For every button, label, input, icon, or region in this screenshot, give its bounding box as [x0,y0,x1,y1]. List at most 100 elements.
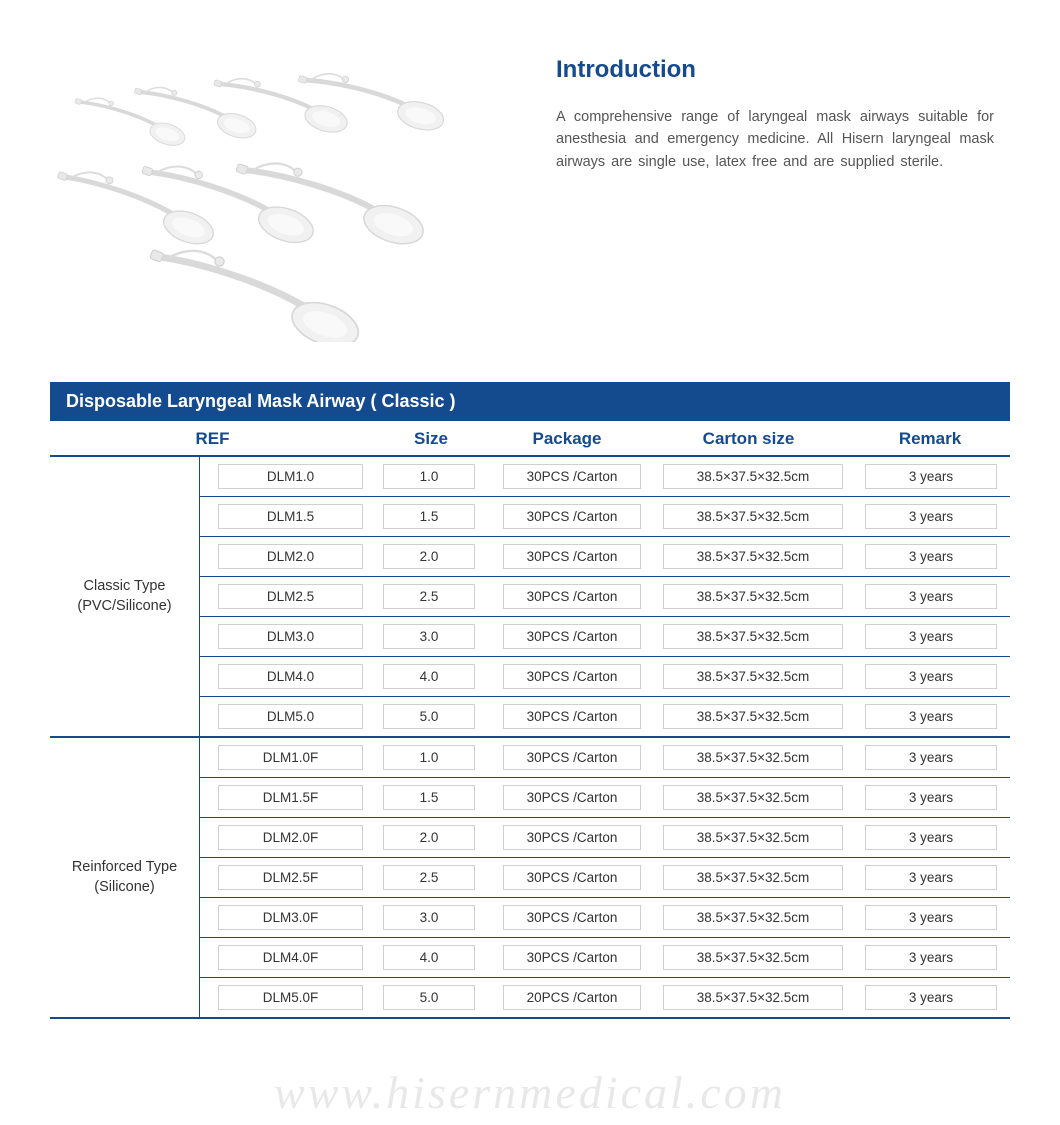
cell-ref: DLM3.0 [218,624,363,649]
cell-carton: 38.5×37.5×32.5cm [663,825,843,850]
cell-remark: 3 years [865,825,997,850]
cell-package: 30PCS /Carton [503,945,641,970]
table-group: Reinforced Type(Silicone) DLM1.0F 1.0 30PCS… [50,738,1010,1019]
cell-package: 30PCS /Carton [503,745,641,770]
table-row: DLM4.0F 4.0 30PCS /Carton 38.5×37.5×32.5cm 3… [200,938,1010,978]
cell-package: 30PCS /Carton [503,865,641,890]
group-rows: DLM1.0F 1.0 30PCS /Carton 38.5×37.5×32.5cm 3… [200,738,1010,1017]
table-row: DLM1.0 1.0 30PCS /Carton 38.5×37.5×32.5cm 3 … [200,457,1010,497]
cell-carton: 38.5×37.5×32.5cm [663,464,843,489]
cell-size: 4.0 [383,945,475,970]
cell-size: 1.5 [383,504,475,529]
cell-carton: 38.5×37.5×32.5cm [663,704,843,729]
table-row: DLM3.0F 3.0 30PCS /Carton 38.5×37.5×32.5cm 3… [200,898,1010,938]
cell-remark: 3 years [865,985,997,1010]
cell-ref: DLM2.0 [218,544,363,569]
cell-package: 30PCS /Carton [503,464,641,489]
cell-size: 2.0 [383,825,475,850]
cell-carton: 38.5×37.5×32.5cm [663,945,843,970]
table-title: Disposable Laryngeal Mask Airway ( Class… [50,382,1010,421]
cell-remark: 3 years [865,504,997,529]
cell-carton: 38.5×37.5×32.5cm [663,985,843,1010]
cell-ref: DLM4.0F [218,945,363,970]
col-remark: Remark [850,429,1010,449]
table-row: DLM2.5 2.5 30PCS /Carton 38.5×37.5×32.5cm 3 … [200,577,1010,617]
table-row: DLM1.0F 1.0 30PCS /Carton 38.5×37.5×32.5cm 3… [200,738,1010,778]
table-row: DLM1.5F 1.5 30PCS /Carton 38.5×37.5×32.5cm 3… [200,778,1010,818]
cell-ref: DLM2.5F [218,865,363,890]
cell-carton: 38.5×37.5×32.5cm [663,865,843,890]
cell-package: 30PCS /Carton [503,504,641,529]
cell-carton: 38.5×37.5×32.5cm [663,785,843,810]
cell-ref: DLM1.5 [218,504,363,529]
table-row: DLM1.5 1.5 30PCS /Carton 38.5×37.5×32.5cm 3 … [200,497,1010,537]
cell-ref: DLM2.5 [218,584,363,609]
cell-size: 5.0 [383,985,475,1010]
cell-remark: 3 years [865,865,997,890]
cell-ref: DLM5.0F [218,985,363,1010]
col-ref: REF [50,429,375,449]
cell-ref: DLM1.0 [218,464,363,489]
cell-carton: 38.5×37.5×32.5cm [663,624,843,649]
group-rows: DLM1.0 1.0 30PCS /Carton 38.5×37.5×32.5cm 3 … [200,457,1010,736]
table-row: DLM2.0F 2.0 30PCS /Carton 38.5×37.5×32.5cm 3… [200,818,1010,858]
cell-ref: DLM2.0F [218,825,363,850]
cell-size: 2.5 [383,865,475,890]
cell-size: 3.0 [383,905,475,930]
cell-size: 4.0 [383,664,475,689]
col-carton: Carton size [647,429,850,449]
cell-size: 3.0 [383,624,475,649]
cell-package: 30PCS /Carton [503,584,641,609]
cell-size: 1.0 [383,745,475,770]
col-package: Package [487,429,647,449]
introduction-block: Introduction A comprehensive range of la… [550,52,1000,342]
cell-size: 1.5 [383,785,475,810]
cell-carton: 38.5×37.5×32.5cm [663,664,843,689]
cell-remark: 3 years [865,464,997,489]
table-group: Classic Type(PVC/Silicone) DLM1.0 1.0 30PCS… [50,457,1010,738]
top-section: Introduction A comprehensive range of la… [0,0,1060,382]
cell-carton: 38.5×37.5×32.5cm [663,745,843,770]
cell-remark: 3 years [865,624,997,649]
col-size: Size [375,429,487,449]
cell-package: 30PCS /Carton [503,905,641,930]
table-row: DLM2.5F 2.5 30PCS /Carton 38.5×37.5×32.5cm 3… [200,858,1010,898]
cell-remark: 3 years [865,945,997,970]
cell-carton: 38.5×37.5×32.5cm [663,544,843,569]
cell-ref: DLM5.0 [218,704,363,729]
introduction-heading: Introduction [550,56,1000,84]
cell-carton: 38.5×37.5×32.5cm [663,584,843,609]
cell-ref: DLM3.0F [218,905,363,930]
spec-table: Disposable Laryngeal Mask Airway ( Class… [0,382,1060,1019]
cell-package: 30PCS /Carton [503,544,641,569]
table-row: DLM4.04.030PCS /Carton38.5×37.5×32.5cm3 … [200,657,1010,697]
product-image [40,52,510,342]
cell-package: 20PCS /Carton [503,985,641,1010]
cell-carton: 38.5×37.5×32.5cm [663,504,843,529]
cell-ref: DLM1.0F [218,745,363,770]
cell-size: 2.5 [383,584,475,609]
cell-ref: DLM1.5F [218,785,363,810]
cell-remark: 3 years [865,544,997,569]
cell-ref: DLM4.0 [218,664,363,689]
cell-package: 30PCS /Carton [503,704,641,729]
cell-remark: 3 years [865,664,997,689]
introduction-body: A comprehensive range of laryngeal mask … [550,106,1000,173]
table-row: DLM5.0F 5.0 20PCS /Carton 38.5×37.5×32.5cm 3… [200,978,1010,1017]
cell-remark: 3 years [865,745,997,770]
cell-size: 5.0 [383,704,475,729]
cell-carton: 38.5×37.5×32.5cm [663,905,843,930]
cell-package: 30PCS /Carton [503,624,641,649]
cell-remark: 3 years [865,704,997,729]
group-label: Classic Type(PVC/Silicone) [50,457,200,736]
cell-remark: 3 years [865,584,997,609]
table-row: DLM3.0 3.0 30PCS /Carton 38.5×37.5×32.5cm 3 … [200,617,1010,657]
cell-package: 30PCS /Carton [503,825,641,850]
cell-package: 30PCS /Carton [503,785,641,810]
cell-size: 1.0 [383,464,475,489]
cell-remark: 3 years [865,785,997,810]
cell-size: 2.0 [383,544,475,569]
table-row: DLM2.0 2.0 30PCS /Carton 38.5×37.5×32.5cm 3 … [200,537,1010,577]
group-label: Reinforced Type(Silicone) [50,738,200,1017]
cell-remark: 3 years [865,905,997,930]
